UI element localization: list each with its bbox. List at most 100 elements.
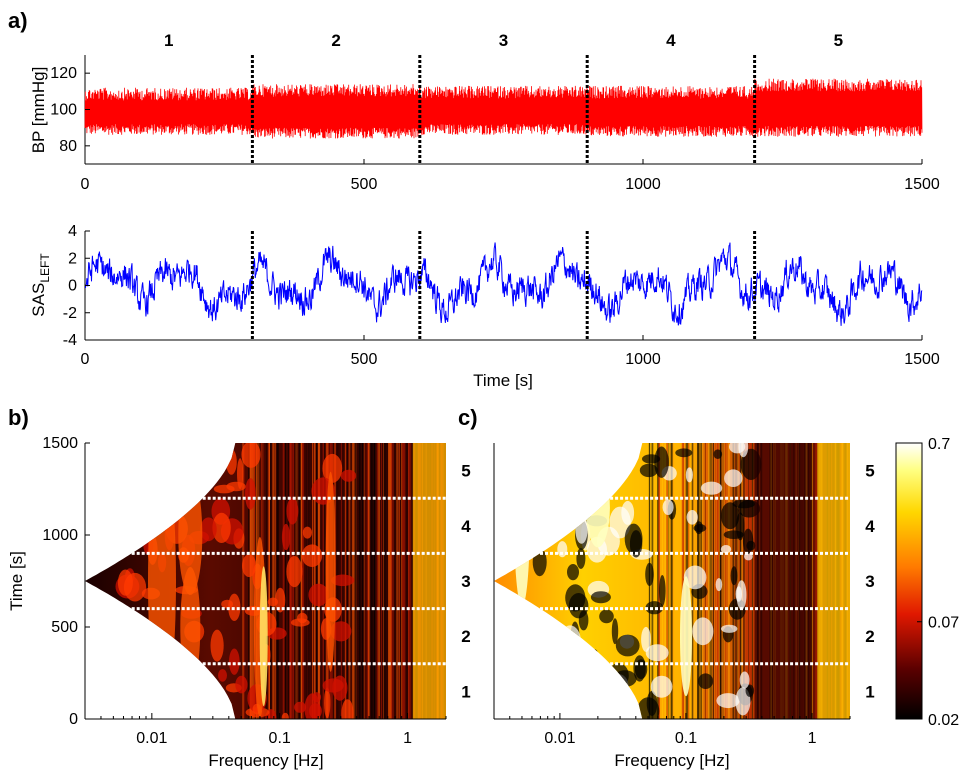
b-segment-label: 4 (461, 517, 471, 536)
c-streak (736, 443, 738, 719)
c-blob (650, 675, 673, 698)
c-streak (669, 443, 671, 719)
bp-x-tick-label: 0 (81, 176, 90, 193)
c-blob (576, 548, 586, 569)
b-blob (235, 675, 248, 694)
c-blob (540, 651, 552, 668)
c-blob (529, 626, 538, 645)
c-segment-label: 4 (865, 517, 875, 536)
c-blob (590, 591, 611, 604)
c-peak-bright (680, 576, 692, 697)
c-segment-label: 5 (865, 462, 874, 481)
heatmap-b-y-ticks: 0 500 1000 1500 (42, 435, 90, 728)
c-blob (536, 485, 551, 494)
b-blob (331, 574, 355, 587)
b-streak (363, 443, 365, 719)
b-blob (123, 635, 130, 647)
b-streak (370, 443, 373, 719)
b-streak (403, 443, 406, 719)
c-blob (721, 624, 738, 633)
c-segment-label: 1 (865, 682, 874, 701)
b-blob (125, 678, 143, 692)
c-streak (715, 443, 717, 719)
c-blob (654, 446, 669, 478)
bp-x-tick-label: 500 (351, 176, 378, 193)
c-blob (621, 500, 635, 525)
b-blob (200, 517, 217, 542)
c-streak (743, 443, 745, 719)
c-blob (629, 530, 643, 558)
bp-y-ticks: 80 100 120 (50, 65, 90, 155)
c-streak (672, 443, 675, 719)
c-blob (611, 618, 619, 645)
b-streak (243, 443, 245, 719)
b-blob (229, 648, 240, 675)
b-streak (354, 443, 357, 719)
b-blob (213, 484, 235, 494)
b-streak (300, 443, 302, 719)
b-streak (265, 443, 267, 719)
bp-y-tick-label: 120 (50, 65, 77, 82)
heatmap-c-segment-labels: 1 2 3 4 5 (865, 462, 875, 702)
c-streak (737, 443, 739, 719)
sas-y-tick-label: 4 (68, 223, 77, 240)
b-blob (330, 621, 352, 642)
panel-label-c: c) (458, 405, 478, 430)
c-blob (542, 664, 557, 696)
c-segment-label: 3 (865, 572, 874, 591)
b-blob (164, 446, 179, 474)
sas-y-axis-label: SASLEFT (29, 253, 52, 317)
c-blob (545, 473, 569, 490)
b-blob (184, 707, 205, 719)
b-blob (242, 554, 257, 578)
c-blob (662, 499, 674, 515)
sas-y-tick-label: -4 (63, 332, 77, 349)
b-blob (226, 449, 237, 475)
b-streak (366, 443, 369, 719)
c-streak (751, 443, 754, 719)
c-x-tick-label: 1 (808, 730, 817, 747)
c-peak-bright (514, 443, 530, 607)
b-blob (127, 464, 150, 478)
c-blob (732, 499, 756, 509)
b-streak (276, 443, 279, 719)
b-streak (361, 443, 363, 719)
b-streak (252, 443, 254, 719)
b-blob (140, 516, 149, 532)
b-blob (130, 498, 150, 527)
b-blob (322, 678, 344, 693)
b-blob (297, 612, 308, 624)
b-streak (388, 443, 390, 719)
segment-label: 1 (164, 31, 173, 50)
b-streak (364, 443, 366, 719)
b-streak (285, 443, 286, 719)
sas-y-tick-label: 2 (68, 250, 77, 267)
c-blob (582, 668, 604, 698)
b-streak (272, 443, 275, 719)
c-blob (738, 443, 749, 458)
c-streak (666, 443, 668, 719)
c-blob (552, 454, 572, 470)
sas-series-line (85, 242, 923, 326)
colorbar-tick-label: 0.7 (928, 436, 950, 453)
b-streak (378, 443, 381, 719)
b-blob (147, 459, 165, 469)
b-band-highfreq (412, 443, 446, 719)
b-peak (180, 567, 201, 687)
b-blob (113, 520, 137, 536)
c-blob (606, 678, 625, 694)
b-blob (190, 457, 197, 490)
b-blob (117, 489, 141, 518)
b-peak-bright (259, 566, 268, 707)
b-blob (275, 587, 286, 613)
c-blob (578, 693, 586, 707)
b-blob (237, 458, 244, 490)
c-blob (645, 644, 669, 662)
c-blob (723, 530, 744, 539)
c-blob (516, 486, 539, 497)
c-streak (657, 443, 659, 719)
c-blob (715, 578, 723, 592)
bp-y-axis-label: BP [mmHg] (29, 67, 48, 154)
c-blob (559, 625, 581, 657)
